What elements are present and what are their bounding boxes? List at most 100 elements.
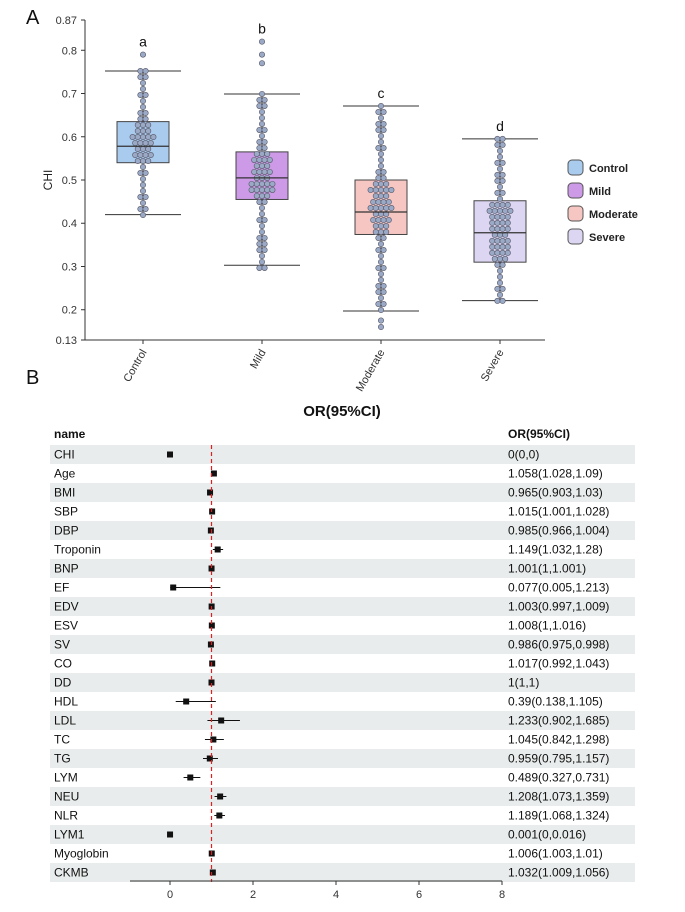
data-dot: [372, 205, 379, 212]
row-or-value: 0.986(0.975,0.998): [508, 638, 609, 652]
data-dot: [375, 301, 382, 308]
significance-letter: c: [378, 85, 385, 101]
y-tick-label: 0.8: [62, 45, 77, 57]
data-dot: [147, 152, 154, 159]
forest-row-ldl: LDL 1.233(0.902,1.685): [50, 711, 635, 730]
data-dot: [372, 229, 379, 236]
row-name: EF: [54, 581, 69, 595]
data-dot: [504, 243, 511, 250]
data-dot: [496, 147, 503, 154]
forest-row-age: Age 1.058(1.028,1.09): [54, 467, 603, 481]
box-group-moderate: c Moderate: [343, 85, 419, 394]
y-tick-label: 0.7: [62, 89, 77, 101]
data-dot: [258, 180, 265, 187]
box-group-mild: b Mild: [224, 21, 300, 371]
data-dot: [383, 187, 390, 194]
data-dot: [140, 134, 147, 141]
data-dot: [145, 122, 152, 129]
panel-a-letter: A: [26, 7, 40, 29]
data-dot: [377, 253, 384, 260]
data-dot: [489, 201, 496, 208]
data-dot: [266, 156, 273, 163]
row-or-value: 1.189(1.068,1.324): [508, 809, 609, 823]
row-name: Age: [54, 467, 76, 481]
data-dot: [140, 212, 147, 219]
data-dot: [253, 162, 260, 169]
row-name: EDV: [54, 600, 79, 614]
forest-row-dbp: DBP 0.985(0.966,1.004): [50, 521, 635, 540]
row-or-value: 1.233(0.902,1.685): [508, 714, 609, 728]
forest-row-dd: DD 1(1,1): [50, 673, 635, 692]
data-dot: [375, 127, 382, 134]
or-point: [167, 831, 174, 838]
data-dot: [261, 240, 268, 247]
data-dot: [496, 183, 503, 190]
data-dot: [256, 240, 263, 247]
data-dot: [258, 120, 265, 127]
data-dot: [499, 261, 506, 268]
outlier-dot: [377, 317, 384, 324]
data-dot: [140, 158, 147, 165]
data-dot: [496, 279, 503, 286]
data-dot: [258, 162, 265, 169]
legend-label-control: Control: [589, 163, 628, 175]
data-dot: [261, 156, 268, 163]
x-tick-label: Control: [121, 348, 149, 385]
or-point: [207, 527, 214, 534]
row-stripe: [50, 863, 635, 882]
data-dot: [380, 283, 387, 290]
data-dot: [375, 199, 382, 206]
data-dot: [137, 68, 144, 75]
significance-letter: b: [258, 21, 266, 37]
data-dot: [256, 138, 263, 145]
data-dot: [494, 297, 501, 304]
data-dot: [261, 168, 268, 175]
data-dot: [145, 158, 152, 165]
data-dot: [253, 192, 260, 199]
row-name: SBP: [54, 505, 78, 519]
data-dot: [134, 158, 141, 165]
row-name: SV: [54, 638, 70, 652]
data-dot: [140, 128, 147, 135]
data-dot: [377, 205, 384, 212]
row-stripe: [50, 635, 635, 654]
data-dot: [258, 186, 265, 193]
data-dot: [258, 132, 265, 139]
data-dot: [266, 168, 273, 175]
data-dot: [377, 223, 384, 230]
data-dot: [377, 157, 384, 164]
data-dot: [380, 199, 387, 206]
y-tick-label: 0.6: [62, 132, 77, 144]
row-or-value: 1.008(1,1.016): [508, 619, 586, 633]
data-dot: [140, 122, 147, 129]
row-name: CO: [54, 657, 72, 671]
row-stripe: [50, 559, 635, 578]
or-point: [217, 793, 224, 800]
data-dot: [261, 96, 268, 103]
data-dot: [375, 265, 382, 272]
box-group-severe: d Severe: [462, 118, 538, 384]
data-dot: [491, 207, 498, 214]
data-dot: [489, 213, 496, 220]
data-dot: [377, 193, 384, 200]
forest-row-ckmb: CKMB 1.032(1.009,1.056): [50, 863, 635, 882]
data-dot: [499, 159, 506, 166]
row-or-value: 0.959(0.795,1.157): [508, 752, 609, 766]
data-dot: [137, 194, 144, 201]
data-dot: [380, 217, 387, 224]
data-dot: [261, 126, 268, 133]
data-dot: [499, 171, 506, 178]
data-dot: [258, 258, 265, 265]
data-dot: [494, 225, 501, 232]
data-dot: [494, 177, 501, 184]
data-dot: [385, 199, 392, 206]
data-dot: [147, 140, 154, 147]
data-dot: [140, 200, 147, 207]
forest-row-troponin: Troponin 1.149(1.032,1.28): [54, 543, 603, 557]
data-dot: [496, 153, 503, 160]
data-dot: [499, 189, 506, 196]
data-dot: [256, 144, 263, 151]
data-dot: [367, 205, 374, 212]
row-or-value: 1.001(1,1.001): [508, 562, 586, 576]
or-point: [210, 736, 217, 743]
